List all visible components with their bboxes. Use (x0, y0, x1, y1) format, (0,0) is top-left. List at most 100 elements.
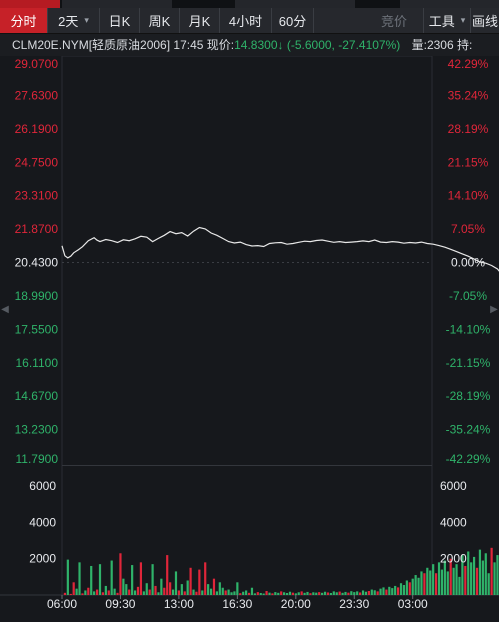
volume-axis-labels: 6000 6000 4000 4000 2000 2000 (29, 479, 467, 566)
volume-bar (180, 584, 183, 595)
volume-bar (154, 585, 157, 595)
volume-bar (128, 589, 131, 595)
volume-tick-label: 6000 (29, 479, 56, 493)
volume-bar (69, 593, 72, 595)
volume-bar (405, 580, 408, 595)
volume-bar (107, 590, 110, 595)
volume-bar (452, 567, 455, 595)
volume-bar (394, 585, 397, 595)
tab-intraday[interactable]: 分时 (0, 8, 48, 33)
window-tab-active[interactable] (0, 0, 60, 8)
percent-axis-labels: 42.29% 35.24% 28.19% 21.15% 14.10% 7.05% 0.00%… (446, 57, 491, 466)
time-tick-label: 16:30 (222, 597, 252, 611)
volume-bar (493, 562, 496, 595)
volume-bar (341, 592, 344, 595)
price-tick-label: 14.6700 (15, 389, 59, 403)
volume-bar (399, 583, 403, 595)
tab-60-min[interactable]: 60分 (272, 8, 314, 33)
percent-tick-label: 21.15% (448, 155, 489, 169)
volume-bar (224, 590, 227, 595)
tab-two-day-label: 2天 (58, 14, 79, 29)
volume-bar (411, 578, 414, 595)
tab-daily-k[interactable]: 日K (100, 8, 140, 33)
window-tab[interactable] (235, 0, 355, 8)
scroll-right-icon[interactable]: ▶ (490, 304, 498, 315)
volume-bar (300, 591, 303, 595)
volume-bar (396, 587, 400, 595)
tab-4-hour[interactable]: 4小时 (220, 8, 272, 33)
volume-bar (207, 584, 210, 595)
volume-bar (309, 593, 312, 595)
volume-bar (408, 582, 411, 595)
volume-bar (353, 592, 356, 595)
volume-bar (72, 582, 75, 595)
volume-bar (364, 591, 368, 595)
tab-two-day[interactable]: 2天 ▾ (48, 8, 100, 33)
auction-button[interactable]: 竞价 (314, 8, 423, 33)
volume-bar (215, 591, 218, 595)
volume-bar (230, 592, 233, 595)
volume-bar (259, 593, 262, 595)
volume-bar (461, 555, 464, 595)
instrument-symbol: CLM20E.NYM[轻质原油2006] (12, 38, 171, 52)
volume-bar (321, 592, 324, 595)
volume-bar (388, 586, 391, 595)
percent-tick-label: -42.29% (446, 452, 491, 466)
volume-bar (367, 591, 370, 595)
tab-60-min-label: 60分 (278, 14, 307, 29)
volume-bar (315, 592, 318, 595)
volume-bar (335, 592, 338, 595)
intraday-chart[interactable]: 29.0700 27.6300 26.1900 24.7500 23.3100 21.87… (0, 56, 499, 622)
volume-bar (268, 592, 271, 595)
volume-bar (262, 593, 265, 595)
tools-label: 工具 (428, 14, 455, 29)
volume-bar (195, 591, 198, 595)
volume-bar (487, 573, 490, 595)
volume-bar (101, 592, 105, 595)
window-tab[interactable] (62, 0, 172, 8)
window-tab[interactable] (400, 0, 499, 8)
volume-bar (122, 578, 125, 595)
volume-bar (142, 591, 145, 595)
volume-bar (288, 591, 292, 595)
volume-bar (110, 560, 113, 595)
volume-bar (148, 589, 151, 595)
volume-bar (236, 582, 239, 595)
volume-bar (440, 569, 444, 595)
percent-tick-label: 35.24% (448, 88, 489, 102)
volume-bar (496, 555, 499, 595)
volume-bar (382, 587, 385, 595)
period-toolbar: 分时 2天 ▾ 日K 周K 月K 4小时 60分 竞价 工具 ▾ 画线 (0, 8, 499, 34)
tools-menu-button[interactable]: 工具 ▾ (423, 8, 471, 33)
volume-bar (131, 565, 134, 595)
volume-bar (93, 591, 96, 595)
chevron-down-icon: ▾ (84, 15, 89, 25)
volume-bar (481, 560, 484, 595)
volume-bar (192, 589, 195, 595)
draw-line-button[interactable]: 画线 (471, 8, 499, 33)
volume-bar (133, 590, 137, 595)
scroll-left-icon[interactable]: ◀ (1, 304, 9, 315)
volume-bar (303, 592, 306, 595)
tab-monthly-k-label: 月K (188, 14, 211, 29)
volume-bar (306, 591, 309, 595)
volume-bar (443, 560, 446, 595)
volume-bar (189, 567, 192, 595)
tab-weekly-k[interactable]: 周K (140, 8, 180, 33)
plot-frame (61, 56, 433, 596)
tab-weekly-k-label: 周K (148, 14, 171, 29)
volume-bar (402, 585, 406, 595)
volume-bar (95, 589, 99, 595)
tab-monthly-k[interactable]: 月K (180, 8, 220, 33)
volume-bar (227, 589, 230, 595)
volume-bar (478, 549, 482, 595)
volume-bar (455, 564, 458, 595)
volume-tick-label: 4000 (440, 515, 467, 529)
volume-tick-label: 4000 (29, 515, 56, 529)
volume-bar (166, 555, 169, 595)
price-tick-label: 29.0700 (15, 57, 59, 71)
volume-open-interest: 量:2306 持: (411, 38, 473, 52)
volume-bar (119, 553, 122, 595)
volume-bar (160, 578, 163, 595)
percent-tick-label: -14.10% (446, 322, 491, 336)
